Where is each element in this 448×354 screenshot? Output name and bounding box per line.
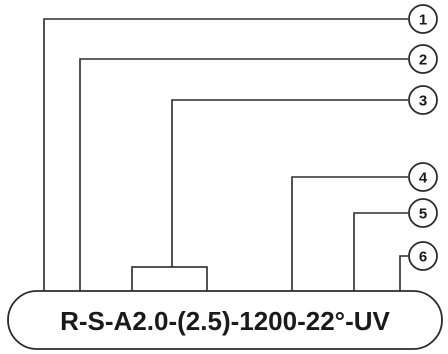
callout-circle-6: [408, 241, 438, 271]
leader-line-2: [79, 58, 408, 318]
callout-4: 4: [408, 162, 438, 192]
callout-5: 5: [408, 198, 438, 228]
leader-line-1: [43, 18, 408, 318]
callout-number-5: 5: [419, 206, 427, 223]
designation-code: R-S-A2.0-(2.5)-1200-22°-UV: [60, 306, 390, 336]
leader-line-4: [291, 176, 408, 318]
callout-circle-1: [408, 4, 438, 34]
callout-number-6: 6: [419, 249, 427, 266]
callout-number-2: 2: [419, 52, 427, 69]
code-box: [7, 290, 443, 350]
callout-1: 1: [408, 4, 438, 34]
leader-line-5: [353, 212, 408, 318]
callout-2: 2: [408, 44, 438, 74]
callout-6: 6: [408, 241, 438, 271]
callout-circle-3: [408, 85, 438, 115]
callout-circle-2: [408, 44, 438, 74]
callout-circle-5: [408, 198, 438, 228]
callout-3: 3: [408, 85, 438, 115]
callout-number-4: 4: [419, 170, 428, 187]
callout-number-3: 3: [419, 93, 427, 110]
leader-line-3: [171, 99, 408, 268]
callout-number-1: 1: [419, 12, 427, 29]
callout-circle-4: [408, 162, 438, 192]
